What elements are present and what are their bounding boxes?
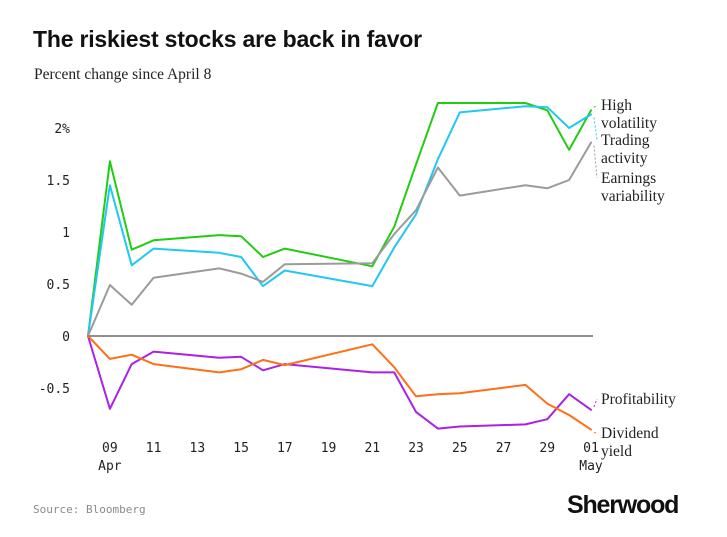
x-tick-label: 27: [496, 441, 512, 456]
x-tick-label: 17: [277, 441, 293, 456]
series-label: volatility: [601, 115, 657, 132]
x-tick-label: 15: [233, 441, 249, 456]
series-label: variability: [601, 188, 665, 205]
source-note: Source: Bloomberg: [33, 503, 146, 516]
x-tick-label: 23: [408, 441, 424, 456]
series-line-trading-activity: [87, 105, 592, 337]
y-tick-label: 0.5: [47, 278, 70, 293]
x-tick-label: 19: [321, 441, 337, 456]
y-tick-label: 1.5: [47, 174, 70, 189]
series-label-leader: [593, 104, 598, 108]
y-axis: 2% 1.5 1 0.5 0 -0.5: [39, 122, 70, 397]
series-lines: [87, 102, 592, 431]
series-label-leader: [593, 117, 598, 141]
series-label: Trading: [601, 132, 650, 149]
series-label-leader: [593, 145, 598, 179]
series-line-profitability: [87, 335, 592, 430]
chart-title: The riskiest stocks are back in favor: [33, 26, 422, 52]
x-tick-label: 13: [190, 441, 206, 456]
y-tick-label: 2%: [54, 122, 70, 137]
series-label: yield: [601, 443, 632, 460]
x-tick-label: 01: [583, 441, 599, 456]
brand-logo: Sherwood: [567, 491, 679, 519]
x-tick-label: 09: [102, 441, 118, 456]
series-line-earnings-variability: [87, 141, 592, 337]
series-label: Earnings: [601, 170, 656, 187]
y-tick-label: -0.5: [39, 382, 70, 397]
y-tick-label: 1: [62, 226, 70, 241]
series-line-dividend-yield: [87, 335, 592, 431]
x-tick-label: 21: [364, 441, 380, 456]
x-tick-label: 11: [146, 441, 162, 456]
series-label-leader: [593, 398, 598, 408]
y-tick-label: 0: [62, 330, 70, 345]
series-label: Dividend: [601, 425, 659, 442]
x-tick-label: 25: [452, 441, 468, 456]
series-label: Profitability: [601, 391, 676, 408]
series-label: High: [601, 97, 632, 114]
series-label: activity: [601, 150, 648, 167]
x-tick-label: 29: [539, 441, 555, 456]
x-tick-sublabel: Apr: [98, 459, 122, 474]
series-line-high-volatility: [87, 102, 592, 337]
x-axis: 09 Apr 11 13 15 17 19 21 23 25 27 29 01 May: [98, 441, 603, 474]
chart-subtitle: Percent change since April 8: [34, 66, 212, 83]
x-tick-sublabel: May: [579, 459, 603, 474]
